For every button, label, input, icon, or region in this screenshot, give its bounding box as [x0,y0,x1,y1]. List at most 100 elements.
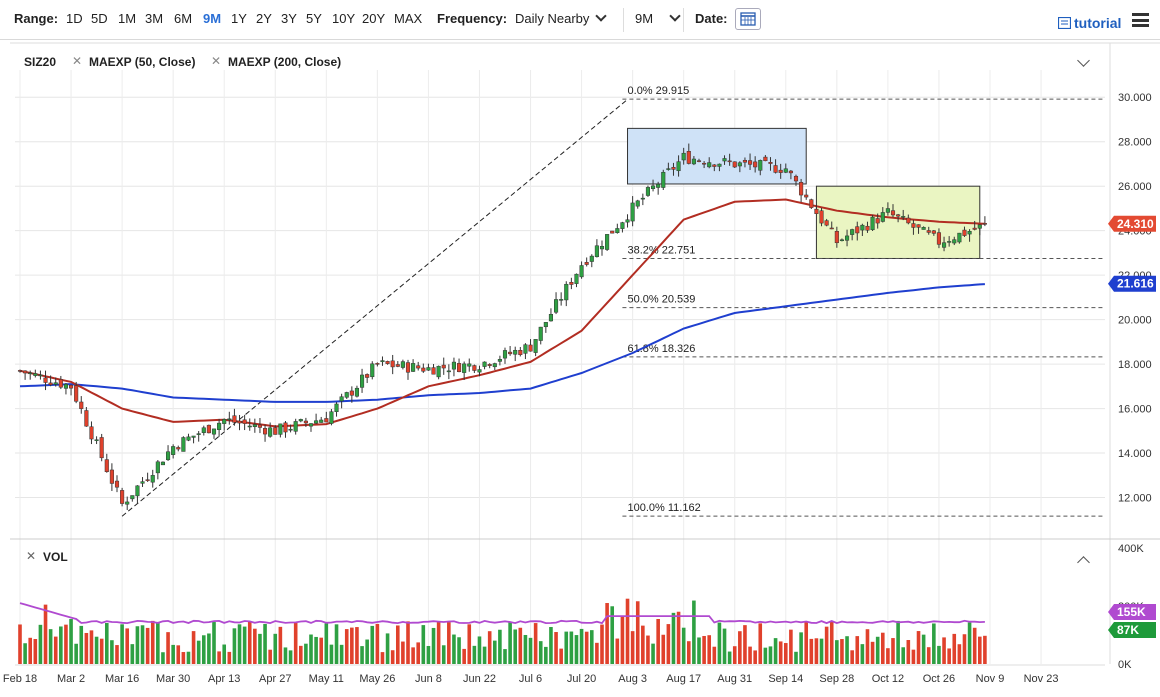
period-dropdown[interactable]: 9M [635,10,681,26]
remove-study-1-icon[interactable]: ✕ [72,54,83,68]
candle-body [737,162,742,167]
candle [865,221,870,233]
candle-body [712,164,717,167]
candle-body [513,349,518,355]
volume-bar [406,621,410,664]
candle-body [620,222,625,229]
candle [569,277,574,290]
ma200-badge: 21.616 [1108,275,1156,292]
range-2y[interactable]: 2Y [256,11,272,26]
candle [160,461,165,466]
candle-body [814,208,819,214]
x-tick-label: Sep 28 [819,673,854,685]
volume-bar [186,651,191,664]
candle-body [569,281,574,285]
candle-body [661,171,666,188]
volume-bar [237,624,242,664]
candle-body [630,202,635,222]
candle [906,214,911,225]
candle-body [605,234,610,250]
candle [645,185,650,197]
range-6m[interactable]: 6M [174,11,193,26]
candle-body [160,461,165,466]
candle-body [727,160,732,163]
candle [768,157,773,171]
toolbar: Range: 1D 5D 1M 3M 6M 9M 1Y 2Y 3Y 5Y 10Y 20Y MAX Fre… [0,0,1160,40]
volume-bar [651,643,655,664]
remove-study-2-icon[interactable]: ✕ [211,54,222,68]
volume-bar [880,632,885,664]
volume-bar [957,644,962,664]
range-20y[interactable]: 20Y [362,11,386,26]
candle-body [89,426,94,440]
volume-bar [901,647,906,664]
candle [176,445,181,452]
hamburger-menu-icon[interactable] [1132,13,1149,27]
candle-body [446,370,451,373]
candle [390,354,395,375]
candle-body [543,322,548,328]
candle-body [788,170,793,174]
volume-bar [926,647,931,664]
expand-volume-icon[interactable] [1077,556,1090,569]
candle [380,356,385,366]
range-1d[interactable]: 1D [66,11,83,26]
range-1m[interactable]: 1M [118,11,137,26]
candle-body [839,239,844,242]
candle-body [181,437,186,452]
candle-body [125,501,130,505]
candle [319,416,324,423]
calendar-button[interactable] [735,8,761,30]
volume-bar [28,637,33,664]
separator [683,8,684,32]
volume-tick-label: 200K [1118,601,1144,613]
badge-label: 87K [1117,623,1139,637]
candle [227,411,232,425]
volume-bar [145,627,150,664]
range-3m[interactable]: 3M [145,11,164,26]
volume-bar [498,629,502,664]
remove-vol-icon[interactable]: ✕ [26,549,37,563]
y-tick-label: 20.000 [1118,315,1152,327]
range-10y[interactable]: 10Y [332,11,356,26]
vol-label: VOL [43,550,68,564]
range-max[interactable]: MAX [394,11,423,26]
candle [599,240,605,256]
candle-body [457,363,462,373]
range-3y[interactable]: 3Y [281,11,297,26]
candle [451,357,456,377]
volume-bar [125,628,130,664]
x-tick-label: Oct 26 [923,673,955,685]
volume-bar [947,648,951,664]
range-1y[interactable]: 1Y [231,11,247,26]
candle-body [191,435,196,438]
candle [211,428,217,439]
range-9m[interactable]: 9M [203,11,222,26]
collapse-chart-icon[interactable] [1077,54,1090,67]
candle [656,181,661,195]
x-tick-label: Mar 16 [105,673,139,685]
tutorial-link[interactable]: tutorial [1057,15,1121,31]
candle-body [865,225,870,231]
volume-bar [334,624,339,664]
candle [462,361,467,381]
range-5d[interactable]: 5D [91,11,108,26]
candle-body [717,163,722,167]
candle-body [69,384,74,389]
volume-bar [94,636,99,664]
candle-body [109,469,114,484]
candle-body [370,363,375,378]
candle [737,161,742,173]
candle [513,346,518,362]
volume-bar [952,633,957,664]
candle-body [211,428,217,435]
volume-tick-label: 400K [1118,543,1144,555]
candle [89,421,94,445]
range-5y[interactable]: 5Y [306,11,322,26]
frequency-dropdown[interactable]: Daily Nearby [515,10,608,26]
volume-bar [104,623,109,664]
candle-body [48,382,53,386]
candle [405,359,411,380]
volume-bar [431,627,436,664]
candle [742,157,747,168]
